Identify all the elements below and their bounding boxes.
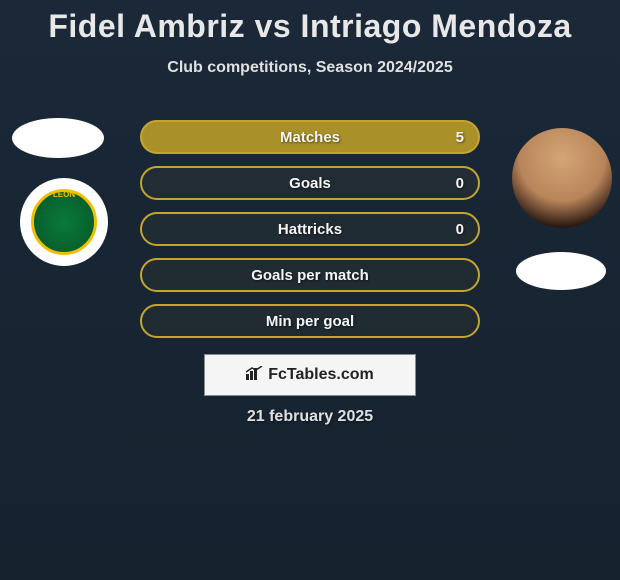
stat-label: Goals xyxy=(289,175,331,192)
stat-row-matches: Matches 5 xyxy=(140,120,480,154)
branding-text: FcTables.com xyxy=(268,366,374,384)
player2-avatar xyxy=(512,128,612,228)
leon-badge-icon xyxy=(31,189,97,255)
stats-container: Matches 5 Goals 0 Hattricks 0 Goals per … xyxy=(140,120,480,350)
branding-badge: FcTables.com xyxy=(204,354,416,396)
stat-label: Min per goal xyxy=(266,313,354,330)
stat-row-mpg: Min per goal xyxy=(140,304,480,338)
stat-row-hattricks: Hattricks 0 xyxy=(140,212,480,246)
stat-row-gpm: Goals per match xyxy=(140,258,480,292)
player2-face-icon xyxy=(512,128,612,228)
player1-club-badge xyxy=(20,178,108,266)
player1-avatar-placeholder xyxy=(12,118,104,158)
player1-name: Fidel Ambriz xyxy=(48,8,245,44)
vs-separator: vs xyxy=(255,8,292,44)
stat-value-right: 0 xyxy=(456,175,464,192)
stat-row-goals: Goals 0 xyxy=(140,166,480,200)
subtitle: Club competitions, Season 2024/2025 xyxy=(0,59,620,77)
stat-value-right: 0 xyxy=(456,221,464,238)
stat-label: Matches xyxy=(280,129,340,146)
stat-value-right: 5 xyxy=(456,129,464,146)
stat-label: Goals per match xyxy=(251,267,369,284)
player2-name: Intriago Mendoza xyxy=(301,8,572,44)
snapshot-date: 21 february 2025 xyxy=(0,408,620,426)
player2-club-placeholder xyxy=(516,252,606,290)
comparison-title: Fidel Ambriz vs Intriago Mendoza xyxy=(0,0,620,45)
chart-icon xyxy=(246,366,264,385)
stat-label: Hattricks xyxy=(278,221,342,238)
